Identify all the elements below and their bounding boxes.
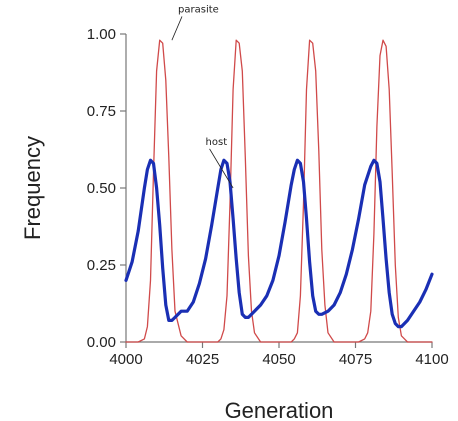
x-tick-label: 4025 bbox=[186, 351, 219, 368]
host-series-line bbox=[124, 158, 434, 329]
y-tick-label: 0.50 bbox=[87, 180, 116, 197]
series bbox=[124, 39, 434, 343]
y-tick-label: 1.00 bbox=[87, 26, 116, 43]
x-axis-title: Generation bbox=[225, 398, 334, 421]
y-tick-label: 0.00 bbox=[87, 334, 116, 351]
annotation-label-host: host bbox=[206, 137, 228, 148]
annotation-leader-line bbox=[209, 148, 234, 189]
parasite-series-line bbox=[125, 39, 433, 343]
annotations: parasite host bbox=[171, 4, 234, 189]
x-ticks: 4000 4025 4050 4075 4100 bbox=[109, 342, 449, 368]
x-tick-label: 4075 bbox=[339, 351, 372, 368]
x-tick-label: 4050 bbox=[262, 351, 295, 368]
y-ticks: 0.00 0.25 0.50 0.75 1.00 bbox=[87, 26, 126, 351]
annotation-label-parasite: parasite bbox=[178, 4, 219, 15]
y-tick-label: 0.25 bbox=[87, 257, 116, 274]
x-tick-label: 4000 bbox=[109, 351, 142, 368]
x-tick-label: 4100 bbox=[415, 351, 448, 368]
y-tick-label: 0.75 bbox=[87, 103, 116, 120]
y-axis-title: Frequency bbox=[20, 136, 45, 240]
annotation-leader-line bbox=[171, 16, 183, 41]
